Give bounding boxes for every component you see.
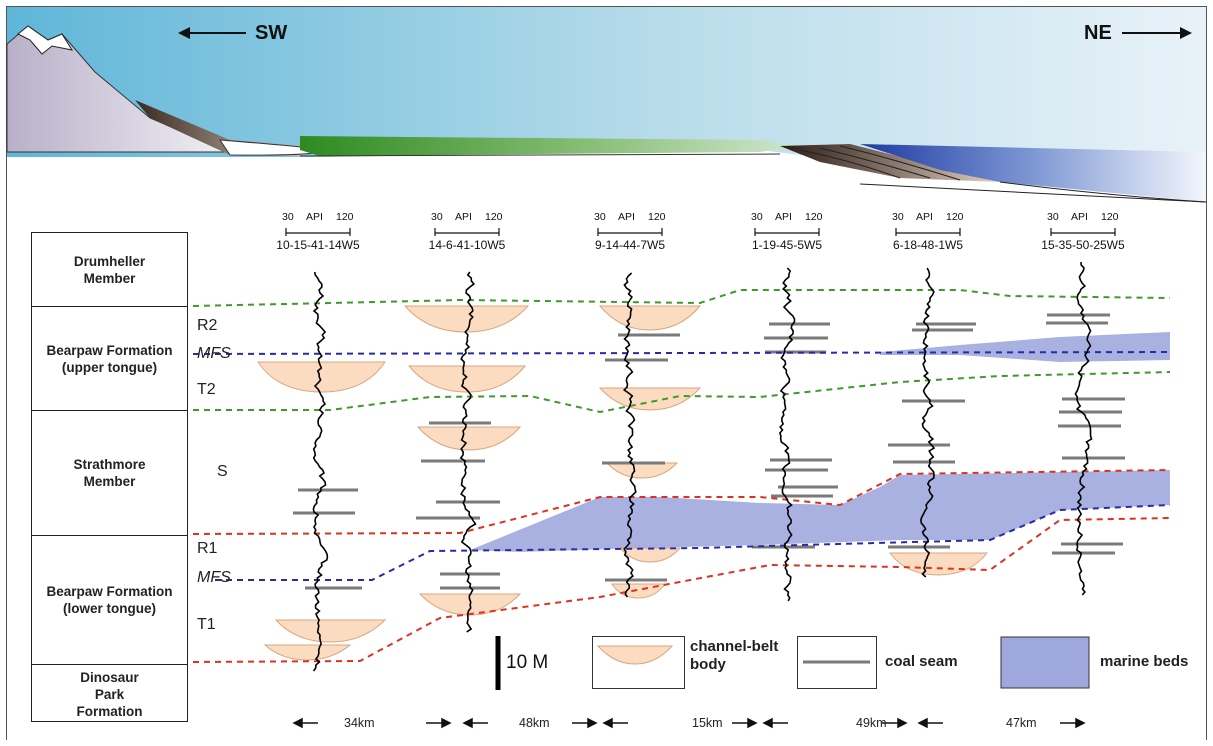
api-max: 120 xyxy=(648,211,666,223)
distance-label: 15km xyxy=(692,716,723,730)
label-r2: R2 xyxy=(197,317,218,334)
coastal-plain xyxy=(300,136,800,156)
api-bar xyxy=(1050,228,1116,236)
api-min: 30 xyxy=(431,211,443,223)
api-max: 120 xyxy=(336,211,354,223)
label-t2: T2 xyxy=(197,381,216,398)
channel-belts xyxy=(257,305,989,661)
api-max: 120 xyxy=(485,211,503,223)
distance-arrow-head xyxy=(441,717,452,729)
correlation-lines xyxy=(192,289,1171,663)
distance-arrow-head xyxy=(897,717,908,729)
distance-label: 49km xyxy=(856,716,887,730)
label-r1: R1 xyxy=(197,540,218,557)
label-t1: T1 xyxy=(197,616,216,633)
gamma-log-curve xyxy=(459,271,477,633)
marine-beds-lower xyxy=(470,470,1170,552)
mfs-upper-line xyxy=(192,351,1171,355)
delta-wedge xyxy=(780,144,1000,182)
api-label: API xyxy=(618,211,635,223)
well-id: 15-35-50-25W5 xyxy=(1041,238,1125,252)
legend-marine-symbol xyxy=(1000,636,1090,689)
api-scale-bars xyxy=(285,228,1116,236)
well-id: 10-15-41-14W5 xyxy=(276,238,360,252)
legend-coal-label: coal seam xyxy=(885,653,958,670)
distance-arrow-head xyxy=(917,717,928,729)
snow-cap xyxy=(17,25,74,55)
well-id: 14-6-41-10W5 xyxy=(428,238,506,252)
distance-arrow-head xyxy=(762,717,773,729)
distance-arrow-head xyxy=(602,717,613,729)
distance-arrows xyxy=(292,717,1086,729)
api-bar xyxy=(754,228,820,236)
gamma-log-curve xyxy=(622,272,637,598)
api-label: API xyxy=(916,211,933,223)
api-min: 30 xyxy=(892,211,904,223)
label-s: S xyxy=(217,463,228,480)
label-mfs-lower: MFS xyxy=(197,569,231,586)
gamma-log-curve xyxy=(312,271,329,672)
api-label: API xyxy=(775,211,792,223)
gamma-log-curve xyxy=(1074,261,1093,596)
api-bar xyxy=(285,228,351,236)
unit-drumheller: Drumheller Member xyxy=(32,233,187,307)
strat-column: Drumheller Member Bearpaw Formation (upp… xyxy=(31,232,188,722)
gamma-ray-logs xyxy=(312,261,1093,672)
red-surface-upper xyxy=(192,469,1171,535)
coal-seams xyxy=(293,313,1125,590)
ne-arrow xyxy=(1122,27,1192,39)
legend-channel-symbol xyxy=(596,645,674,665)
api-max: 120 xyxy=(805,211,823,223)
gamma-log-curve xyxy=(778,267,796,602)
distance-label: 48km xyxy=(519,716,550,730)
legend-channel-box xyxy=(592,636,685,689)
distance-arrow-head xyxy=(587,717,598,729)
label-mfs-upper: MFS xyxy=(197,345,231,362)
scale-bar-label: 10 M xyxy=(506,652,549,673)
sw-arrow xyxy=(178,27,246,39)
legend-channel-label: channel-belt body xyxy=(690,638,779,673)
direction-ne: NE xyxy=(1084,22,1112,44)
unit-bearpaw-upper: Bearpaw Formation (upper tongue) xyxy=(32,307,187,411)
distance-arrow-head xyxy=(292,717,303,729)
legend-marine-label: marine beds xyxy=(1100,653,1189,670)
green-surface-bottom xyxy=(193,371,1171,414)
api-label: API xyxy=(1071,211,1088,223)
unit-strathmore: Strathmore Member xyxy=(32,411,187,536)
api-min: 30 xyxy=(1047,211,1059,223)
api-bar xyxy=(434,228,500,236)
api-max: 120 xyxy=(1101,211,1119,223)
mfs-lower-line xyxy=(215,504,1171,581)
well-id: 6-18-48-1W5 xyxy=(892,238,964,252)
well-id: 9-14-44-7W5 xyxy=(594,238,666,252)
distance-arrow-head xyxy=(747,717,758,729)
direction-sw: SW xyxy=(255,22,288,44)
distance-arrow-head xyxy=(1075,717,1086,729)
distance-arrow-head xyxy=(462,717,473,729)
green-surface-top xyxy=(192,289,1171,307)
legend-coal-box xyxy=(797,636,877,689)
api-min: 30 xyxy=(282,211,294,223)
api-max: 120 xyxy=(946,211,964,223)
unit-dinosaur-park: Dinosaur Park Formation xyxy=(76,669,143,719)
gamma-log-curve xyxy=(920,267,936,578)
api-bar xyxy=(597,228,663,236)
api-label: API xyxy=(306,211,323,223)
red-surface-lower xyxy=(192,517,1171,663)
api-min: 30 xyxy=(751,211,763,223)
marine-basin xyxy=(860,144,1206,202)
marine-beds-upper xyxy=(880,332,1170,362)
api-bar xyxy=(895,228,961,236)
unit-bearpaw-lower: Bearpaw Formation (lower tongue) xyxy=(32,536,187,665)
api-label: API xyxy=(455,211,472,223)
api-min: 30 xyxy=(594,211,606,223)
well-id: 1-19-45-5W5 xyxy=(751,238,823,252)
distance-label: 47km xyxy=(1006,716,1037,730)
ground-area xyxy=(7,150,1206,740)
distance-label: 34km xyxy=(344,716,375,730)
